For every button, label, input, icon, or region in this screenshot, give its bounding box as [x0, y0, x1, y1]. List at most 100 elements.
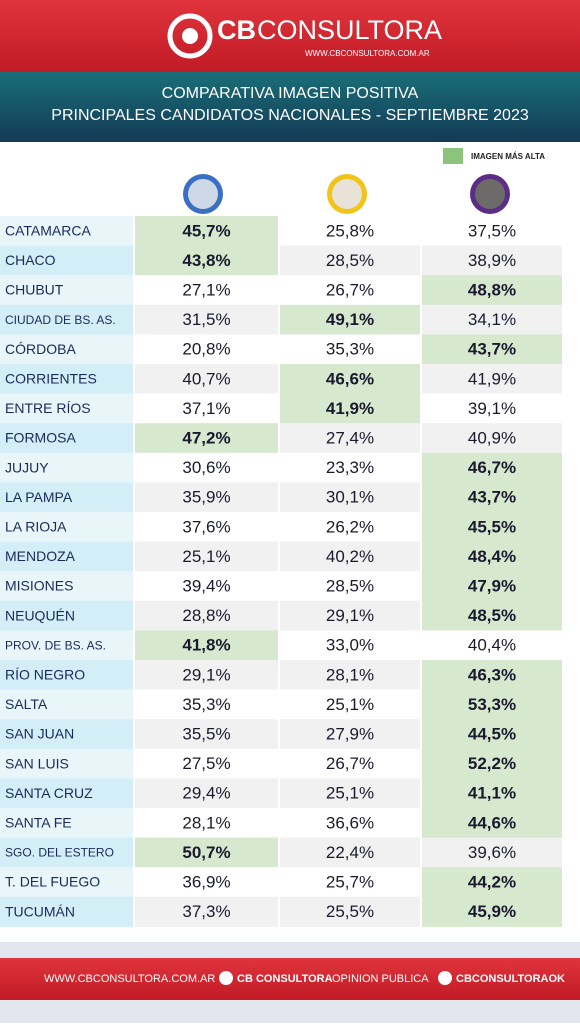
cell-value: 41,8% [182, 636, 230, 655]
cell-value: 40,7% [182, 369, 230, 388]
row-label: PROV. DE BS. AS. [5, 638, 106, 652]
highlight-cell [280, 393, 420, 424]
row-label: NEUQUÉN [5, 607, 75, 623]
value-cell [280, 660, 420, 691]
row-label: TUCUMÁN [5, 903, 75, 919]
cell-value: 40,4% [468, 636, 516, 655]
cell-value: 28,1% [182, 813, 230, 832]
highlight-cell [422, 689, 562, 720]
highlight-cell [422, 334, 562, 365]
value-cell [280, 896, 420, 927]
cell-value: 43,7% [468, 340, 516, 359]
value-cell [280, 541, 420, 572]
highlight-cell [422, 719, 562, 750]
row-label-cell [0, 600, 133, 631]
cell-value: 39,4% [182, 576, 230, 595]
value-cell [422, 245, 562, 276]
cell-value: 46,7% [468, 458, 516, 477]
cell-value: 48,8% [468, 280, 516, 299]
value-cell [280, 571, 420, 602]
row-label: MISIONES [5, 578, 73, 594]
row-label: FORMOSA [5, 430, 76, 446]
cell-value: 26,7% [326, 754, 374, 773]
row-label-cell [0, 275, 133, 306]
cell-value: 28,5% [326, 251, 374, 270]
logo-text: CONSULTORA [257, 15, 442, 45]
header-band [0, 0, 580, 72]
row-label-cell [0, 689, 133, 720]
row-label-cell [0, 896, 133, 927]
row-label: CIUDAD DE BS. AS. [5, 313, 116, 327]
value-cell [135, 867, 278, 898]
cell-value: 53,3% [468, 695, 516, 714]
cell-value: 36,6% [326, 813, 374, 832]
cell-value: 28,8% [182, 606, 230, 625]
row-label: SALTA [5, 696, 48, 712]
value-cell [422, 630, 562, 661]
cell-value: 41,9% [326, 399, 374, 418]
cell-value: 22,4% [326, 843, 374, 862]
highlight-cell [422, 896, 562, 927]
row-label: LA PAMPA [5, 489, 73, 505]
footer-band [0, 958, 580, 1000]
facebook-icon [219, 971, 233, 985]
row-label-cell [0, 482, 133, 513]
row-label-cell [0, 334, 133, 365]
cell-value: 37,6% [182, 517, 230, 536]
value-cell [422, 364, 562, 395]
value-cell [280, 808, 420, 839]
row-label: CHUBUT [5, 282, 64, 298]
logo-bold: CB [217, 15, 256, 45]
value-cell [135, 452, 278, 483]
cell-value: 29,4% [182, 784, 230, 803]
value-cell [422, 304, 562, 335]
footer-facebook-bold: CB CONSULTORA [237, 973, 333, 985]
cell-value: 31,5% [182, 310, 230, 329]
cell-value: 44,5% [468, 724, 516, 743]
cell-value: 25,7% [326, 872, 374, 891]
cell-value: 25,1% [326, 784, 374, 803]
row-label: SAN JUAN [5, 726, 74, 742]
cell-value: 39,6% [468, 843, 516, 862]
value-cell [135, 600, 278, 631]
cell-value: 25,1% [326, 695, 374, 714]
cell-value: 36,9% [182, 872, 230, 891]
highlight-cell [422, 748, 562, 779]
value-cell [135, 748, 278, 779]
row-label-cell [0, 245, 133, 276]
cell-value: 28,1% [326, 665, 374, 684]
highlight-cell [135, 630, 278, 661]
highlight-cell [135, 837, 278, 868]
cell-value: 38,9% [468, 251, 516, 270]
candidate-photo-inner [475, 179, 505, 209]
row-label-cell [0, 423, 133, 454]
value-cell [135, 512, 278, 543]
cell-value: 40,9% [468, 428, 516, 447]
value-cell [135, 689, 278, 720]
footer-website: WWW.CBCONSULTORA.COM.AR [44, 973, 215, 985]
row-label: SANTA FE [5, 815, 72, 831]
row-label-cell [0, 660, 133, 691]
candidate-photo-inner [188, 179, 218, 209]
cell-value: 23,3% [326, 458, 374, 477]
cell-value: 37,1% [182, 399, 230, 418]
row-label: CÓRDOBA [5, 341, 76, 357]
row-label-cell [0, 748, 133, 779]
value-cell [135, 304, 278, 335]
cell-value: 37,3% [182, 902, 230, 921]
value-cell [280, 452, 420, 483]
value-cell [135, 482, 278, 513]
highlight-cell [422, 571, 562, 602]
cell-value: 20,8% [182, 340, 230, 359]
cell-value: 52,2% [468, 754, 516, 773]
cell-value: 25,1% [182, 547, 230, 566]
cell-value: 35,3% [326, 340, 374, 359]
row-label: T. DEL FUEGO [5, 874, 100, 890]
cell-value: 37,5% [468, 221, 516, 240]
value-cell [280, 778, 420, 809]
cell-value: 25,5% [326, 902, 374, 921]
value-cell [280, 719, 420, 750]
legend-label: IMAGEN MÁS ALTA [471, 152, 545, 161]
title-line: PRINCIPALES CANDIDATOS NACIONALES - SEPT… [51, 107, 529, 124]
